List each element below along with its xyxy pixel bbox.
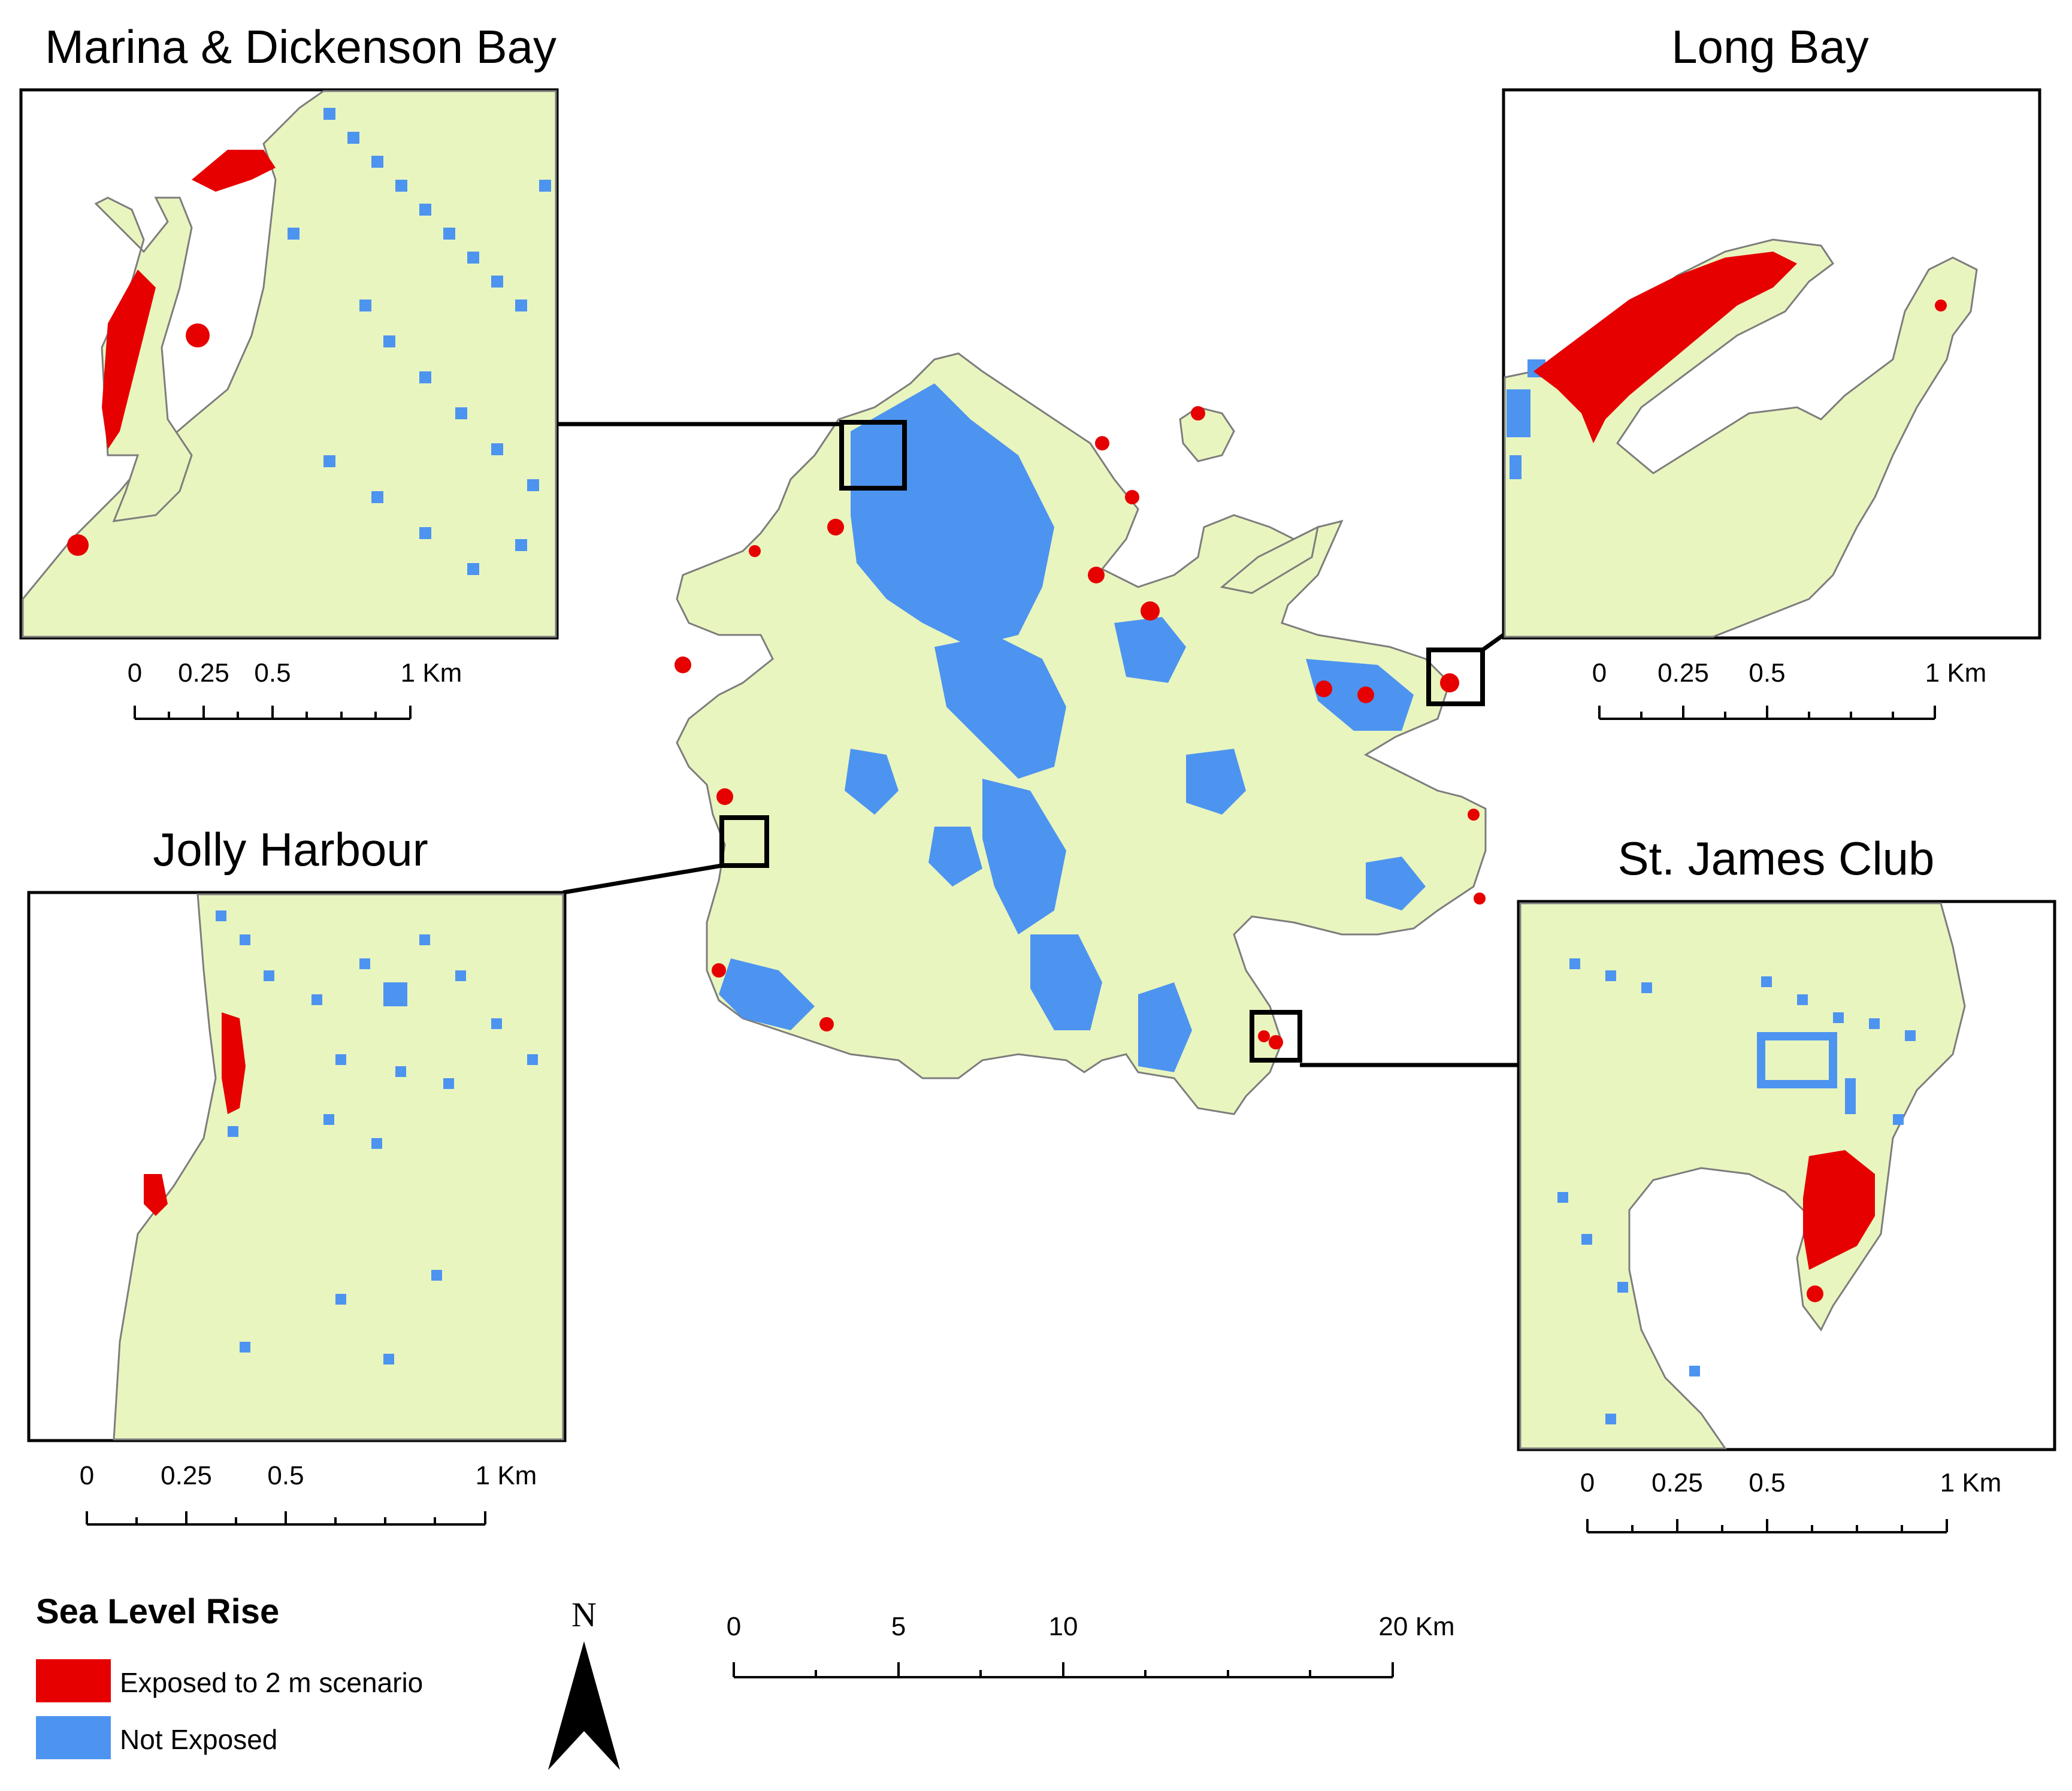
jolly-location-box <box>719 815 769 868</box>
north-east-peninsula <box>1220 525 1320 594</box>
main-scale-tick-0: 0 <box>727 1612 741 1641</box>
stjames-exposed <box>1803 1150 1875 1302</box>
inset-longbay: Long Bay 0 0.25 0.5 1 Km <box>1502 20 2041 720</box>
longbay-exposed <box>1533 252 1947 443</box>
main-scale-tick-2: 10 <box>1049 1612 1078 1641</box>
inset-longbay-title: Long Bay <box>1671 20 1869 73</box>
inset-stjames: St. James Club 0 <box>1517 832 2056 1533</box>
stjames-scale-tick-1: 0.25 <box>1651 1468 1703 1497</box>
jolly-scale-tick-1: 0.25 <box>161 1461 212 1490</box>
stjames-scale-bar: 0 0.25 0.5 1 Km <box>1580 1468 2002 1533</box>
jolly-scale-tick-2: 0.5 <box>267 1461 304 1490</box>
marina-scale-bar: 0 0.25 0.5 1 Km <box>128 658 462 720</box>
north-arrow: N <box>548 1595 620 1770</box>
stjames-scale-tick-0: 0 <box>1580 1468 1595 1497</box>
jolly-scale-tick-3: 1 Km <box>476 1461 537 1490</box>
marina-exposed <box>67 150 276 556</box>
north-arrow-label: N <box>571 1595 597 1634</box>
marina-peninsula <box>94 196 193 522</box>
inset-jolly-title: Jolly Harbour <box>153 823 428 876</box>
stjames-scale-tick-2: 0.5 <box>1749 1468 1785 1497</box>
jolly-not-exposed <box>216 910 538 1365</box>
inset-stjames-title: St. James Club <box>1618 832 1935 885</box>
north-arrow-icon <box>548 1641 620 1770</box>
legend-label-not-exposed: Not Exposed <box>120 1724 277 1755</box>
stjames-location-box <box>1250 1010 1302 1063</box>
main-scale-tick-1: 5 <box>891 1612 906 1641</box>
marina-scale-tick-3: 1 Km <box>401 658 462 688</box>
stjames-scale-tick-3: 1 Km <box>1940 1468 2002 1497</box>
inset-jolly: Jolly Harbour <box>27 823 567 1526</box>
longbay-leader-line <box>1481 633 1505 652</box>
main-scale-bar: 0 5 10 20 Km <box>727 1612 1455 1678</box>
stjames-not-exposed <box>1557 958 1916 1424</box>
legend-swatch-not-exposed <box>36 1716 111 1759</box>
jolly-exposed <box>144 1012 246 1216</box>
marina-not-exposed <box>288 108 551 575</box>
longbay-not-exposed <box>1507 359 1545 479</box>
exposed-areas <box>674 406 1486 1049</box>
legend: Sea Level Rise Exposed to 2 m scenario N… <box>36 1592 423 1759</box>
marina-scale-tick-1: 0.25 <box>178 658 229 688</box>
longbay-scale-tick-0: 0 <box>1592 658 1607 688</box>
main-scale-tick-3: 20 Km <box>1378 1612 1454 1641</box>
inset-marina: Marina & Dickenson Bay <box>19 20 559 720</box>
longbay-scale-tick-1: 0.25 <box>1657 658 1709 688</box>
inset-marina-title: Marina & Dickenson Bay <box>45 20 556 73</box>
marina-scale-tick-2: 0.5 <box>254 658 291 688</box>
longbay-scale-bar: 0 0.25 0.5 1 Km <box>1592 658 1987 720</box>
jolly-scale-tick-0: 0 <box>80 1461 94 1490</box>
legend-swatch-exposed <box>36 1659 111 1702</box>
marina-location-box <box>839 420 907 491</box>
marina-scale-tick-0: 0 <box>128 658 142 688</box>
stjames-land <box>1519 902 1966 1450</box>
main-island-map <box>557 352 1519 1115</box>
jolly-leader-line <box>562 863 722 895</box>
jolly-scale-bar: 0 0.25 0.5 1 Km <box>80 1461 537 1526</box>
longbay-scale-tick-3: 1 Km <box>1925 658 1987 688</box>
legend-label-exposed: Exposed to 2 m scenario <box>120 1667 423 1698</box>
longbay-scale-tick-2: 0.5 <box>1749 658 1785 688</box>
legend-title: Sea Level Rise <box>36 1592 279 1631</box>
offshore-islet <box>1179 406 1235 462</box>
longbay-location-box <box>1426 648 1485 706</box>
